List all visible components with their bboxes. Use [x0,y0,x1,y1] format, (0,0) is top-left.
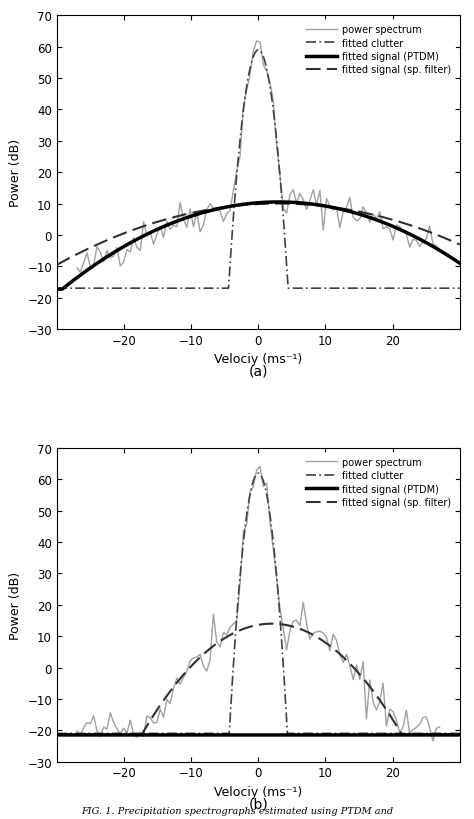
power spectrum [240,527,246,537]
fitted clutter [372,284,377,294]
fitted signal (sp. filter) [445,235,451,245]
fitted clutter [446,729,451,739]
Legend: power spectrum, fitted clutter, fitted signal (PTDM), fitted signal (sp. filter): power spectrum, fitted clutter, fitted s… [301,20,456,80]
X-axis label: Velociy (ms⁻¹): Velociy (ms⁻¹) [214,785,302,798]
fitted signal (sp. filter) [74,250,80,260]
fitted signal (sp. filter) [445,730,451,740]
Legend: power spectrum, fitted clutter, fitted signal (PTDM), fitted signal (sp. filter): power spectrum, fitted clutter, fitted s… [301,452,456,512]
fitted clutter [239,116,245,126]
power spectrum [74,264,80,274]
fitted signal (sp. filter) [446,730,451,740]
power spectrum [437,246,442,256]
Line: fitted clutter: fitted clutter [57,473,460,734]
fitted signal (PTDM) [54,285,60,295]
fitted signal (PTDM) [457,259,463,269]
power spectrum [433,241,439,251]
power spectrum [437,722,442,732]
fitted signal (PTDM) [250,731,255,740]
fitted signal (PTDM) [239,201,245,210]
fitted signal (sp. filter) [269,619,274,629]
fitted clutter [255,468,261,478]
power spectrum [334,636,339,645]
fitted clutter [74,729,80,739]
power spectrum [433,723,439,733]
fitted signal (PTDM) [371,731,377,740]
fitted clutter [255,46,261,56]
fitted signal (sp. filter) [239,625,245,635]
fitted signal (sp. filter) [446,235,451,245]
X-axis label: Velociy (ms⁻¹): Velociy (ms⁻¹) [214,353,302,366]
fitted signal (PTDM) [239,731,245,740]
power spectrum [257,38,263,48]
fitted signal (sp. filter) [457,730,463,740]
fitted clutter [54,284,60,294]
fitted clutter [445,284,451,294]
fitted clutter [446,284,451,294]
fitted clutter [250,54,255,64]
Y-axis label: Power (dB): Power (dB) [9,139,22,207]
fitted signal (sp. filter) [74,730,80,740]
fitted signal (PTDM) [457,731,463,740]
fitted signal (PTDM) [250,199,255,209]
power spectrum [184,224,190,233]
power spectrum [420,238,426,247]
fitted signal (PTDM) [445,731,451,740]
Text: (b): (b) [248,796,268,810]
power spectrum [430,736,436,746]
fitted signal (sp. filter) [457,240,463,250]
fitted signal (sp. filter) [372,688,377,698]
power spectrum [254,37,259,47]
Line: power spectrum: power spectrum [77,42,439,273]
fitted signal (PTDM) [74,731,80,740]
Line: fitted signal (sp. filter): fitted signal (sp. filter) [57,624,460,735]
fitted clutter [54,729,60,739]
fitted clutter [74,284,80,294]
fitted signal (PTDM) [372,215,377,224]
Line: fitted clutter: fitted clutter [57,51,460,289]
Line: fitted signal (sp. filter): fitted signal (sp. filter) [57,204,460,265]
fitted signal (sp. filter) [250,622,255,631]
fitted clutter [445,729,451,739]
power spectrum [78,268,83,278]
power spectrum [337,224,343,233]
fitted signal (sp. filter) [250,200,255,210]
fitted signal (PTDM) [275,198,281,208]
fitted clutter [239,550,245,559]
Line: fitted signal (PTDM): fitted signal (PTDM) [57,203,460,290]
fitted signal (PTDM) [445,251,451,261]
fitted signal (PTDM) [446,251,451,261]
fitted signal (PTDM) [445,731,451,740]
fitted signal (sp. filter) [275,199,281,209]
fitted signal (sp. filter) [54,260,60,270]
Y-axis label: Power (dB): Power (dB) [9,571,22,639]
Text: (a): (a) [248,364,268,378]
fitted clutter [457,729,463,739]
Line: power spectrum: power spectrum [77,467,439,741]
power spectrum [74,726,80,735]
fitted signal (sp. filter) [239,201,245,210]
fitted signal (sp. filter) [372,210,377,220]
power spectrum [244,86,249,96]
power spectrum [181,672,186,682]
fitted clutter [457,284,463,294]
fitted signal (sp. filter) [54,730,60,740]
power spectrum [250,482,256,491]
power spectrum [417,719,422,729]
Text: FIG. 1. Precipitation spectrographs estimated using PTDM and: FIG. 1. Precipitation spectrographs esti… [81,806,393,815]
power spectrum [257,462,263,472]
fitted signal (PTDM) [74,273,80,283]
fitted clutter [372,729,377,739]
fitted signal (PTDM) [54,731,60,740]
fitted clutter [250,478,255,488]
